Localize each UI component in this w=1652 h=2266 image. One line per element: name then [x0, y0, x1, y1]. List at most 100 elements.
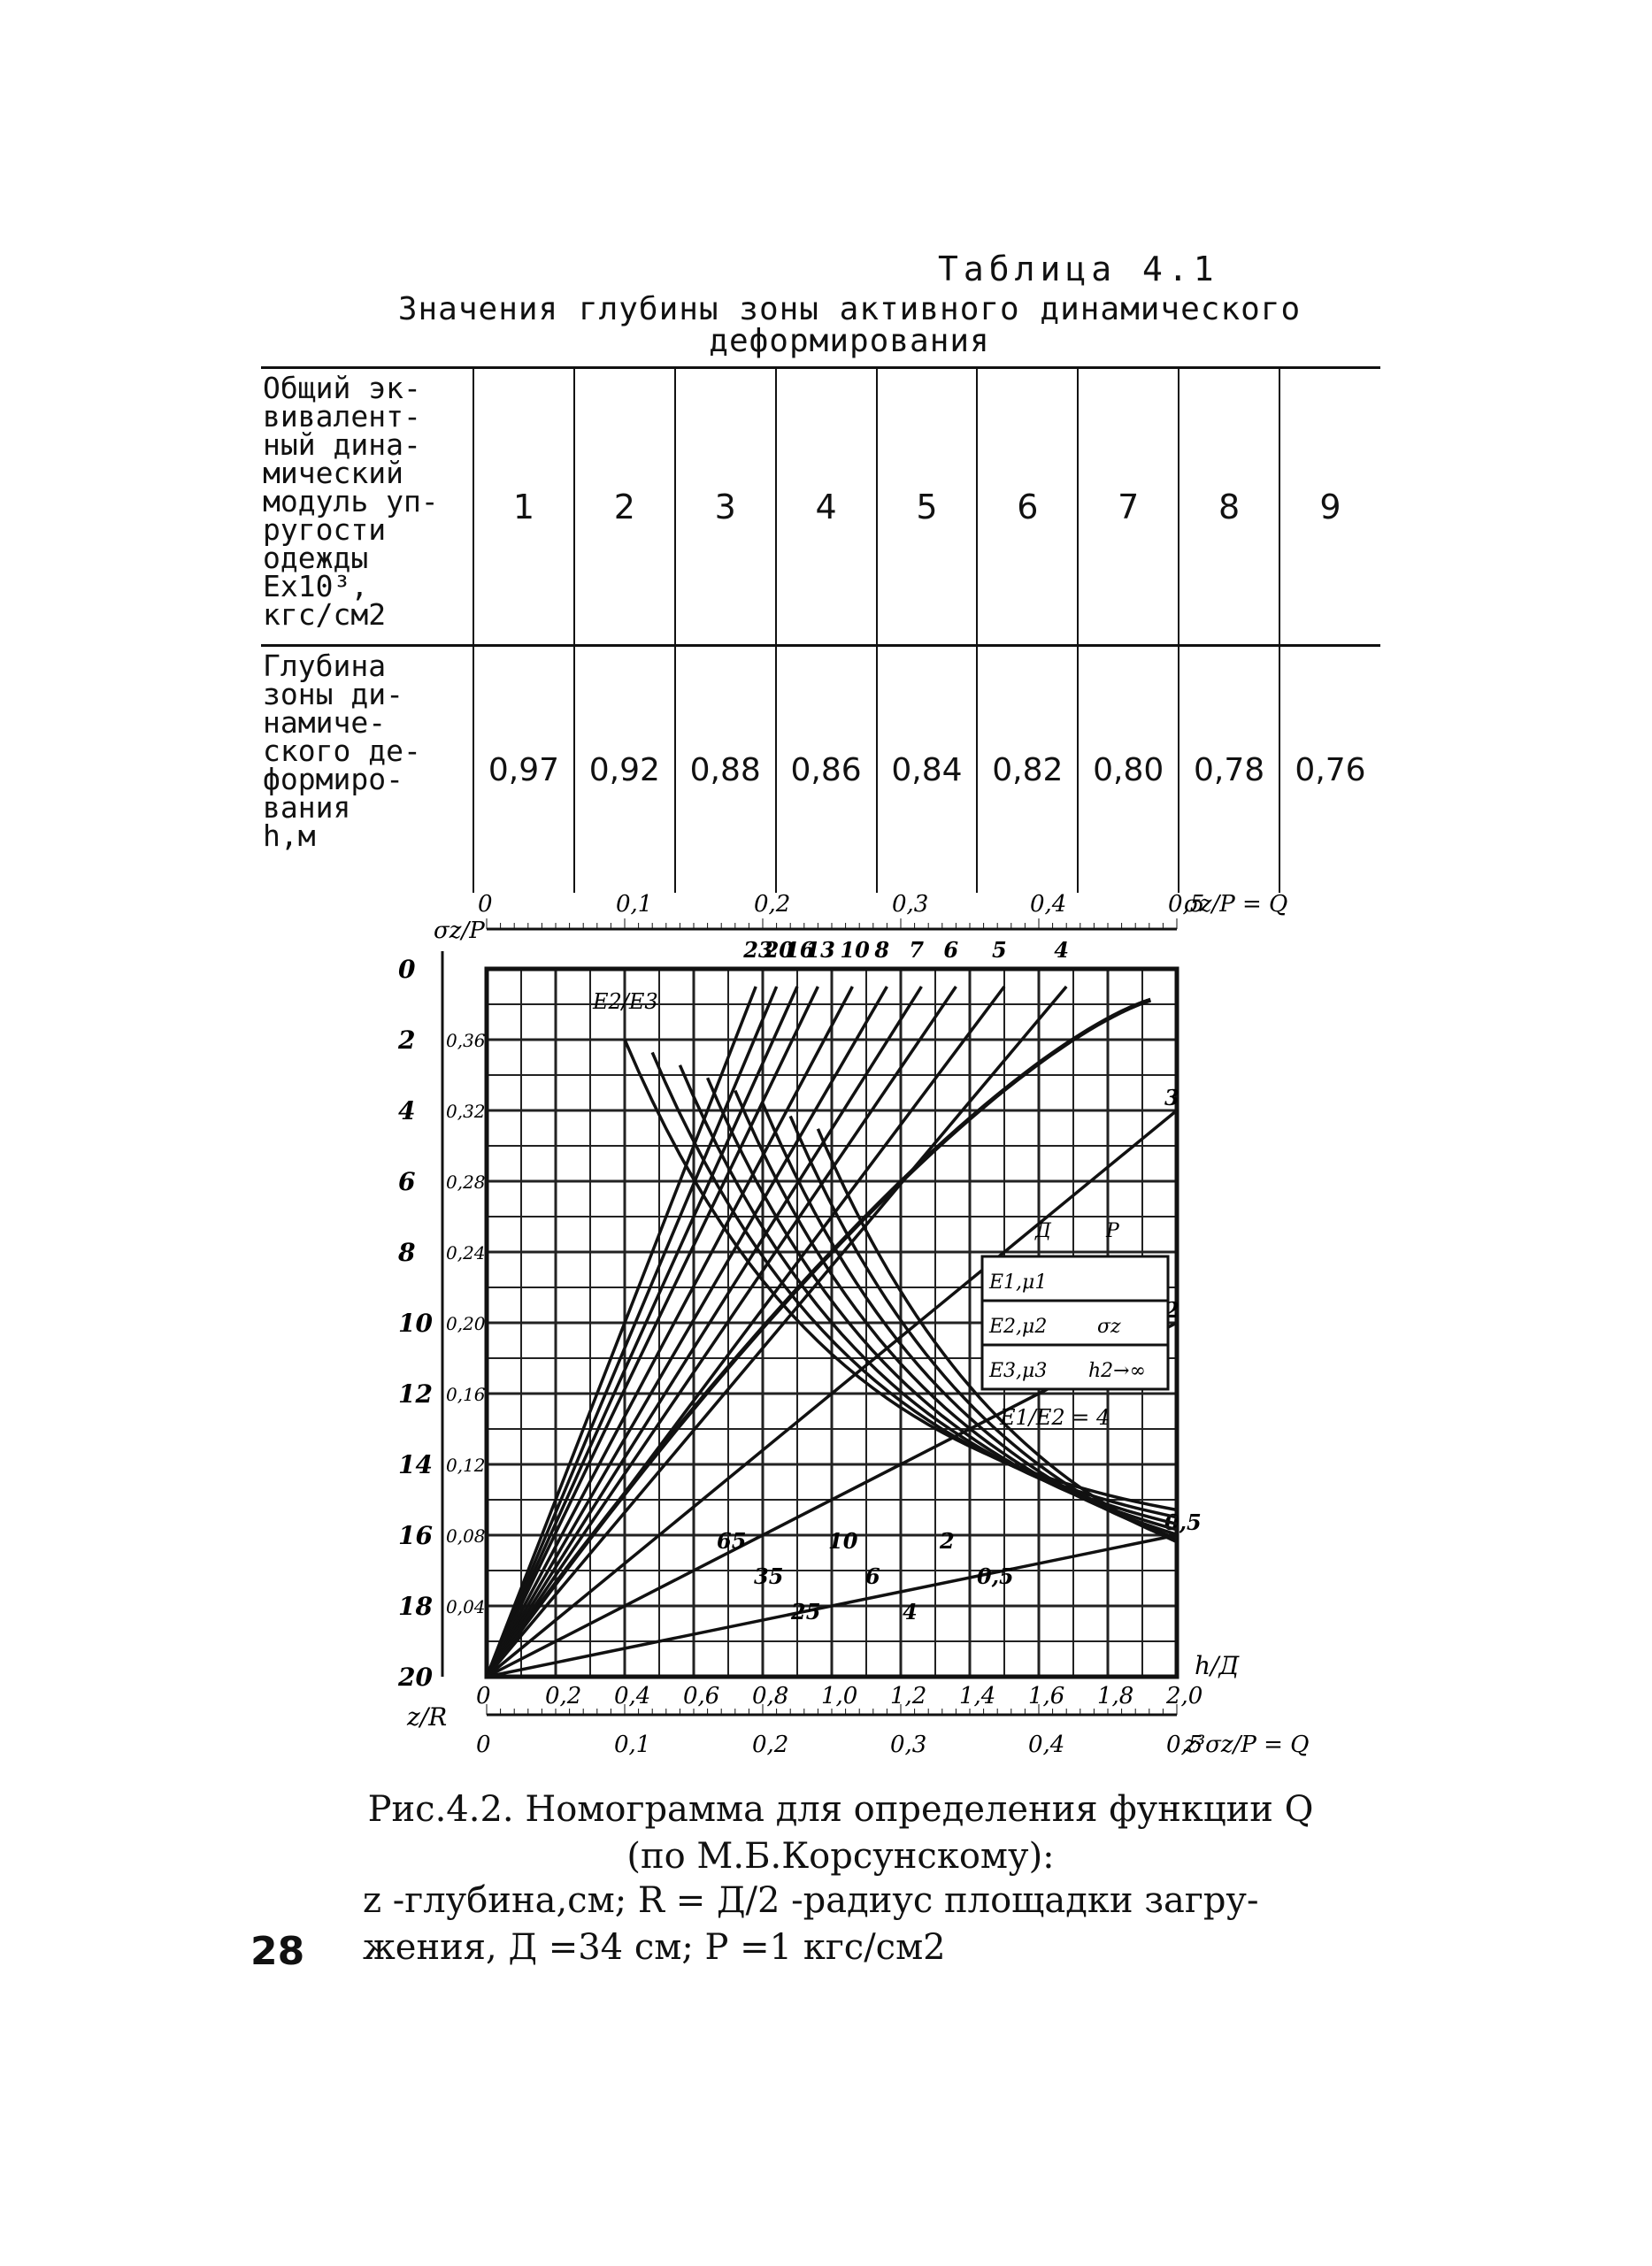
schema-label: P	[1105, 1220, 1120, 1242]
figure-legend-line: жения, Д =34 см; P =1 кгс/см2	[363, 1927, 946, 1968]
ratio-e1-e2-curve	[816, 1128, 1178, 1544]
bottom-h-axis-tick-label: 1,4	[959, 1683, 995, 1709]
ratio-e2-e3-line	[485, 986, 819, 1678]
modulus-cell: 3	[673, 366, 776, 647]
table-title: Значения глубины зоны активного динамиче…	[397, 291, 1302, 359]
left-z-axis-tick-label: 14	[398, 1450, 433, 1479]
bottom-q-axis-tick-label: 0,3	[890, 1732, 926, 1758]
bottom-h-axis-tick-label: 0	[476, 1683, 491, 1709]
modulus-cell: 6	[976, 366, 1079, 647]
figure-caption: Рис.4.2. Номограмма для определения функ…	[367, 1789, 1314, 1830]
ratio-e1-e2-label: 10	[828, 1528, 858, 1554]
ratio-e1-e2-label: 25	[790, 1599, 820, 1625]
bottom-h-axis-tick-label: 1,2	[890, 1683, 926, 1709]
depth-cell: 0,82	[976, 645, 1079, 893]
modulus-cell: 1	[473, 366, 574, 647]
ratio-e2-e3-line	[485, 986, 799, 1678]
ratio-e2-e3-label: 16	[785, 937, 815, 963]
table-row-modulus: Общий эк- вивалент- ный дина- мический м…	[261, 366, 1380, 647]
figure-caption-author: (по М.Б.Корсунскому):	[626, 1836, 1055, 1877]
ratio-e2-e3-line	[485, 986, 888, 1678]
schema-label: σz	[1097, 1316, 1121, 1338]
ratio-e2-e3-label: 5	[992, 937, 1007, 963]
modulus-cell: 8	[1178, 366, 1279, 647]
bottom-h-axis-tick-label: 0,2	[545, 1683, 581, 1709]
bottom-h-axis-label: h/Д	[1195, 1651, 1240, 1680]
bottom-h-axis-tick-label: 1,0	[821, 1683, 857, 1709]
ratio-e2-e3-line	[485, 985, 1006, 1678]
schema-label: h2→∞	[1088, 1360, 1146, 1382]
top-axis-tick-label: 0,4	[1030, 891, 1066, 918]
top-axis-tick-label: 0,1	[616, 891, 652, 918]
top-axis-tick-label: 0,5	[1168, 891, 1204, 918]
schema-label: E2,μ2	[988, 1316, 1047, 1338]
ratio-e2-e3-line	[485, 1109, 1179, 1678]
ratio-e1-e2-label: 2	[939, 1528, 955, 1554]
figure-legend-line: z -глубина,см; R = Д/2 -радиус площадки …	[363, 1880, 1259, 1921]
sigma-curve	[484, 997, 1152, 1678]
ratio-e2-e3-label: 10	[840, 937, 870, 963]
nomogram-chart: 0 0,1 0,2 0,3 0,4 0,50 0,1 0,2 0,3 0,4 0,5σz/P = Q…	[397, 891, 1309, 1758]
bottom-q-axis-tick-label: 0,1	[614, 1732, 650, 1758]
bottom-q-axis-tick-label: 0	[476, 1732, 491, 1758]
ratio-e2-e3-line	[485, 986, 957, 1678]
ratio-e2-e3-line	[485, 986, 854, 1678]
left-sigma-axis-tick-label: 0,32	[446, 1101, 486, 1122]
modulus-cell: 2	[572, 366, 675, 647]
left-sigma-axis-tick-label: 0,16	[446, 1384, 486, 1405]
depth-cell: 0,78	[1178, 645, 1279, 893]
bottom-h-axis-tick-label: 2,0	[1165, 1683, 1203, 1709]
left-z-axis-tick-label: 16	[398, 1521, 433, 1550]
ratio-e2-e3-line	[485, 986, 923, 1678]
schema-label: Д	[1034, 1220, 1052, 1242]
ratio-e2-e3-title: E2/E3	[592, 989, 658, 1014]
ratio-e1-e2-label: 65	[717, 1528, 746, 1554]
bottom-h-axis-tick-label: 0,8	[752, 1683, 788, 1709]
left-z-axis-tick-label: 10	[398, 1309, 433, 1338]
left-z-axis-tick-label: 6	[398, 1167, 415, 1196]
ratio-e1-e2-label: 4	[903, 1599, 918, 1625]
ratio-e2-e3-label: 20	[764, 937, 795, 963]
ratio-e2-e3-line	[485, 986, 779, 1678]
ratio-e2-e3-label: 23	[742, 937, 772, 963]
left-sigma-axis-tick-label: 0,04	[446, 1596, 486, 1617]
modulus-cell: 4	[774, 366, 877, 647]
page-number: 28	[250, 1929, 305, 1974]
left-sigma-axis-tick-label: 0,12	[446, 1455, 486, 1476]
left-sigma-axis-tick-label: 0,20	[446, 1313, 486, 1334]
left-z-axis-label: z/R	[406, 1702, 447, 1732]
schema-label: E3,μ3	[988, 1360, 1047, 1382]
bottom-q-axis-tick-label: 0,5	[1166, 1732, 1203, 1758]
left-z-axis-tick-label: 20	[397, 1663, 433, 1692]
ratio-e1-e2-title: E1/E2 = 4	[999, 1405, 1110, 1430]
left-z-axis-tick-label: 2	[397, 1025, 415, 1055]
ratio-e2-e3-label: 4	[1054, 937, 1069, 963]
ratio-e2-e3-label: 13	[805, 937, 834, 963]
table-row-depth: Глубина зоны ди- намиче- ского де- форми…	[261, 645, 1380, 893]
top-axis-tick-label: 0	[478, 891, 493, 918]
schema-box	[980, 1255, 1170, 1391]
ratio-e1-e2-label: 6	[865, 1563, 880, 1589]
depth-cell: 0,84	[875, 645, 978, 893]
left-z-axis-tick-label: 18	[398, 1592, 433, 1621]
ratio-e2-e3-label: 7	[909, 937, 924, 963]
top-axis-tick-label: 0,2	[754, 891, 790, 918]
top-axis-label: σz/P = Q	[1184, 891, 1287, 918]
ratio-e1-e2-curve	[788, 1115, 1178, 1543]
modulus-cell: 7	[1077, 366, 1179, 647]
left-z-axis-tick-label: 12	[398, 1379, 433, 1409]
ratio-e2-e3-line	[485, 985, 1068, 1678]
ratio-e2-e3-label: 3	[1164, 1085, 1179, 1110]
top-axis-tick-label: 0,3	[892, 891, 928, 918]
depth-table: Общий эк- вивалент- ный дина- мический м…	[261, 366, 1380, 893]
ratio-e2-e3-label: 6	[943, 937, 958, 963]
bottom-q-axis-tick-label: 0,4	[1028, 1732, 1064, 1758]
left-sigma-axis-label: σz/P	[434, 918, 485, 944]
bottom-h-axis-tick-label: 0,6	[683, 1683, 719, 1709]
depth-cell: 0,76	[1279, 645, 1380, 893]
table-label: Таблица 4.1	[938, 250, 1219, 288]
ratio-e2-e3-line	[486, 1533, 1178, 1678]
left-sigma-axis-tick-label: 0,24	[446, 1242, 486, 1264]
ratio-e2-e3-line	[485, 986, 757, 1678]
depth-cell: 0,92	[572, 645, 675, 893]
